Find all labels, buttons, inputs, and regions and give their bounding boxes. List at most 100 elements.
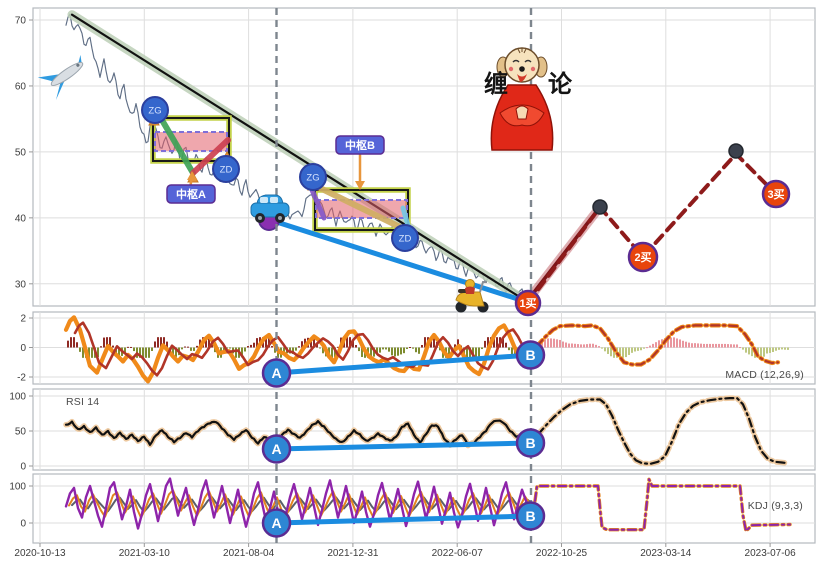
macd-histogram-bar [397,347,399,356]
buy-point-circle [627,241,659,273]
macd-histogram-bar [256,338,258,348]
macd-histogram-bar [541,342,543,348]
macd-histogram-bar [685,341,687,348]
x-date-label: 2021-08-04 [223,548,275,559]
y-tick-label-macd: -2 [17,373,26,384]
macd-histogram-bar [142,347,144,358]
macd-histogram-bar [748,347,750,355]
series-line [535,324,780,366]
x-date-label: 2021-03-10 [119,548,171,559]
macd-histogram-bar [439,347,441,351]
macd-histogram-bar [781,347,783,350]
airplane-icon [37,54,84,101]
pivot-label-box [166,184,216,204]
macd-histogram-bar [571,343,573,348]
macd-histogram-bar [175,347,177,357]
macd-histogram-bar [118,347,120,356]
macd-histogram-bar [253,342,255,348]
macd-histogram-bar [112,345,114,348]
macd-histogram-bar [595,344,597,348]
macd-histogram-bar [349,337,351,348]
macd-histogram-bar [691,343,693,348]
chan-theory-text-right: 论 [548,70,572,98]
macd-histogram-bar [79,347,81,352]
macd-histogram-bar [298,346,300,348]
divergence-letter: A [271,441,281,457]
macd-histogram-bar [511,347,513,358]
macd-histogram-bar [244,347,246,352]
macd-histogram-bar [469,347,471,358]
macd-histogram-bar [97,347,99,357]
x-date-label: 2023-03-14 [640,548,692,559]
divergence-point-A [261,358,292,388]
scooter-icon [455,279,489,313]
y-tick-label-price: 70 [15,16,27,27]
zg-marker-label: ZG [148,106,161,117]
macd-histogram-bar [550,338,552,348]
panel-border-rsi [32,388,816,471]
macd-histogram-bar [415,347,417,353]
pivot-label: 中枢B [345,138,375,152]
macd-histogram-bar [601,347,603,349]
macd-histogram-bar [187,346,189,348]
macd-histogram-bar [667,337,669,348]
macd-histogram-bar [508,347,510,351]
y-tick-label-macd: 0 [20,343,26,354]
macd-histogram-bar [361,347,363,357]
macd-histogram-bar [91,347,93,358]
macd-histogram-bar [739,347,741,349]
macd-histogram-bar [358,347,360,352]
macd-histogram-bar [763,347,765,357]
y-tick-label-price: 30 [15,279,27,290]
macd-histogram-bar [544,339,546,348]
macd-histogram-bar [637,347,639,351]
macd-histogram-bar [772,347,774,352]
macd-histogram-bar [574,343,576,348]
macd-histogram-bar [196,345,198,348]
divergence-point-B [515,428,546,458]
macd-histogram-bar [577,344,579,348]
macd-histogram-bar [658,340,660,348]
macd-histogram-bar [388,347,390,352]
kdj-d-line [71,495,538,513]
macd-histogram-bar [151,347,153,351]
macd-histogram-bar [454,344,456,348]
macd-histogram-bar [301,341,303,348]
macd-histogram-bar [688,342,690,348]
price-ab-trendline [265,216,531,305]
macd-histogram-bar [274,347,276,353]
rsi-glow [63,417,533,449]
macd-histogram-bar [580,344,582,348]
macd-histogram-bar [148,347,150,358]
macd-histogram-bar [562,341,564,348]
zg-marker-circle [141,96,169,124]
pivot-stroke-segment [190,137,231,176]
macd-histogram-bar [493,337,495,348]
buy-point-label: 2买 [634,251,651,264]
pivot-label-box [335,135,385,155]
macd-histogram-bar [727,344,729,348]
macd-histogram-bar [271,346,273,348]
macd-histogram-bar [352,339,354,348]
y-tick-label-kdj: 0 [20,519,26,530]
y-tick-label-price: 50 [15,147,27,158]
macd-histogram-bar [106,337,108,348]
macd-histogram-bar [721,343,723,348]
macd-histogram-bar [679,339,681,348]
macd-histogram-bar [181,347,183,350]
macd-histogram-bar [742,347,744,350]
macd-histogram-bar [88,347,90,358]
price-forecast-zigzag [526,151,778,305]
macd-histogram-bar [394,347,396,357]
macd-histogram-bar [607,347,609,354]
macd-histogram-bar [487,337,489,348]
panel-border-kdj [32,473,816,544]
macd-histogram-bar [631,347,633,353]
x-date-label: 2021-12-31 [327,548,379,559]
macd-histogram-bar [337,346,339,348]
y-tick-label-price: 60 [15,81,27,92]
macd-histogram-bar [193,347,195,351]
macd-histogram-bar [694,343,696,348]
macd-histogram-bar [724,343,726,348]
